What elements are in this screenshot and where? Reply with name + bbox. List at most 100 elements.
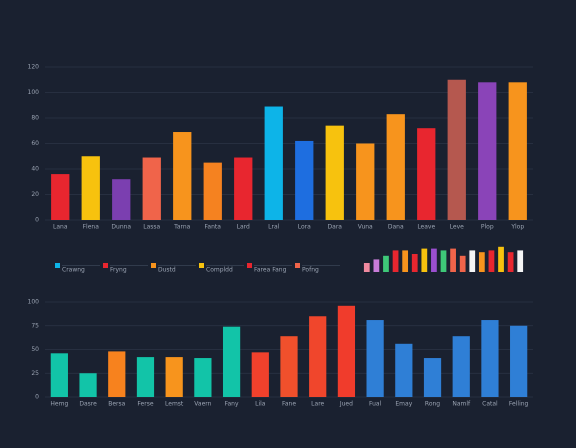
y-tick-label: 75 bbox=[31, 322, 39, 329]
bar bbox=[481, 320, 499, 397]
bar bbox=[81, 156, 100, 220]
bar bbox=[356, 143, 375, 220]
y-tick-label: 120 bbox=[28, 64, 40, 71]
bar bbox=[421, 248, 428, 272]
bar bbox=[411, 254, 418, 272]
x-tick-label: Namlf bbox=[452, 401, 471, 408]
x-tick-label: Fane bbox=[282, 401, 296, 408]
x-tick-label: Fanta bbox=[205, 224, 222, 231]
x-tick-label: Lila bbox=[255, 401, 266, 408]
bar bbox=[373, 259, 380, 272]
bar bbox=[452, 336, 470, 397]
x-tick-label: Lemst bbox=[165, 401, 184, 408]
bar bbox=[251, 352, 269, 397]
x-tick-label: Plop bbox=[481, 224, 494, 231]
x-tick-label: Lare bbox=[311, 401, 324, 408]
bar bbox=[517, 250, 524, 272]
legend-swatch bbox=[151, 263, 156, 268]
bar bbox=[363, 263, 370, 272]
bar bbox=[469, 250, 476, 272]
y-tick-label: 100 bbox=[28, 89, 40, 96]
x-tick-label: Felling bbox=[509, 401, 529, 408]
bar bbox=[280, 336, 298, 397]
x-tick-label: Bersa bbox=[108, 401, 125, 408]
y-tick-label: 25 bbox=[31, 370, 39, 377]
bar bbox=[478, 82, 497, 220]
bar bbox=[51, 174, 70, 220]
bar bbox=[112, 179, 131, 220]
bar bbox=[136, 357, 155, 397]
bar bbox=[392, 250, 399, 272]
bar bbox=[79, 373, 97, 397]
y-tick-label: 100 bbox=[28, 299, 40, 306]
legend-label: Pofng bbox=[302, 267, 319, 274]
bar bbox=[295, 140, 314, 220]
bar bbox=[366, 320, 384, 397]
bar bbox=[488, 250, 495, 272]
x-tick-label: Fual bbox=[369, 401, 382, 408]
bar bbox=[507, 252, 514, 272]
x-tick-label: Hemg bbox=[50, 401, 68, 408]
y-tick-label: 0 bbox=[35, 217, 39, 224]
bar bbox=[508, 82, 527, 220]
bar bbox=[50, 353, 68, 397]
x-tick-label: Lard bbox=[237, 224, 250, 231]
x-tick-label: Lral bbox=[268, 224, 279, 231]
x-tick-label: Lassa bbox=[143, 224, 160, 231]
legend-label: Dustd bbox=[158, 267, 176, 274]
bar bbox=[108, 351, 126, 397]
x-tick-label: Rong bbox=[425, 401, 440, 408]
bar bbox=[498, 246, 504, 272]
x-tick-label: Leve bbox=[450, 224, 464, 231]
legend-label: Compldd bbox=[206, 267, 233, 274]
x-tick-label: Dana bbox=[388, 224, 404, 231]
bar bbox=[383, 255, 389, 272]
x-tick-label: Vaern bbox=[194, 401, 211, 408]
bar bbox=[431, 248, 437, 272]
x-tick-label: Ylop bbox=[510, 224, 524, 231]
y-tick-label: 20 bbox=[31, 191, 39, 198]
bar bbox=[459, 255, 466, 272]
x-tick-label: Fany bbox=[225, 401, 239, 408]
legend-swatch bbox=[295, 263, 300, 268]
bar bbox=[222, 326, 241, 397]
bar bbox=[478, 252, 485, 272]
x-tick-label: Ferse bbox=[137, 401, 153, 408]
legend-swatch bbox=[103, 263, 108, 268]
x-tick-label: Leave bbox=[417, 224, 435, 231]
legend-label: Farea Fang bbox=[254, 267, 287, 274]
x-tick-label: Dara bbox=[328, 224, 343, 231]
bar bbox=[325, 125, 344, 220]
legend-swatch bbox=[55, 263, 60, 268]
bar bbox=[264, 106, 283, 220]
bar bbox=[417, 128, 436, 220]
bar bbox=[173, 132, 192, 220]
bar bbox=[142, 157, 161, 220]
x-tick-label: Dunna bbox=[111, 224, 131, 231]
bar bbox=[165, 357, 183, 397]
bar bbox=[337, 305, 356, 397]
x-tick-label: Flena bbox=[83, 224, 100, 231]
bar bbox=[447, 79, 466, 220]
bar bbox=[423, 358, 442, 397]
bar bbox=[510, 325, 528, 397]
bar bbox=[395, 343, 413, 397]
bar bbox=[440, 250, 447, 272]
y-tick-label: 50 bbox=[31, 346, 39, 353]
legend-label: Fryng bbox=[110, 267, 127, 274]
legend-swatch bbox=[199, 263, 204, 268]
legend-label: Crawng bbox=[62, 267, 85, 274]
bar bbox=[234, 157, 253, 220]
bar bbox=[386, 114, 405, 220]
legend-swatch bbox=[247, 263, 252, 268]
x-tick-label: Jued bbox=[339, 401, 353, 408]
x-tick-label: Emay bbox=[395, 401, 412, 408]
y-tick-label: 80 bbox=[31, 115, 39, 122]
x-tick-label: Tarna bbox=[173, 224, 191, 231]
bar bbox=[203, 162, 222, 220]
x-tick-label: Catal bbox=[482, 401, 498, 408]
x-tick-label: Vuna bbox=[358, 224, 373, 231]
y-tick-label: 40 bbox=[31, 166, 39, 173]
x-tick-label: Lora bbox=[298, 224, 311, 231]
